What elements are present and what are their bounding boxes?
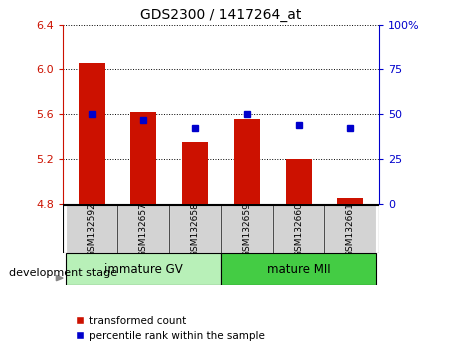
Bar [221,205,273,253]
Bar [285,159,312,204]
Text: GSM132660: GSM132660 [294,202,303,257]
Bar [337,198,364,204]
Bar [169,205,221,253]
Bar [234,119,260,204]
Bar [325,205,376,253]
Bar [78,63,105,204]
Text: GSM132592: GSM132592 [87,202,96,257]
Text: development stage: development stage [9,268,117,278]
Bar [66,253,221,285]
Text: GSM132658: GSM132658 [191,202,200,257]
Bar [117,205,169,253]
Text: GSM132661: GSM132661 [346,202,355,257]
Bar [273,205,325,253]
Legend: transformed count, percentile rank within the sample: transformed count, percentile rank withi… [71,312,269,345]
Title: GDS2300 / 1417264_at: GDS2300 / 1417264_at [140,8,302,22]
Bar [130,112,156,204]
Text: mature MII: mature MII [267,263,331,275]
Bar [66,205,117,253]
Text: immature GV: immature GV [104,263,183,275]
Text: GSM132659: GSM132659 [242,202,251,257]
Polygon shape [56,275,63,281]
Bar [182,142,208,204]
Bar [221,253,376,285]
Text: GSM132657: GSM132657 [139,202,148,257]
